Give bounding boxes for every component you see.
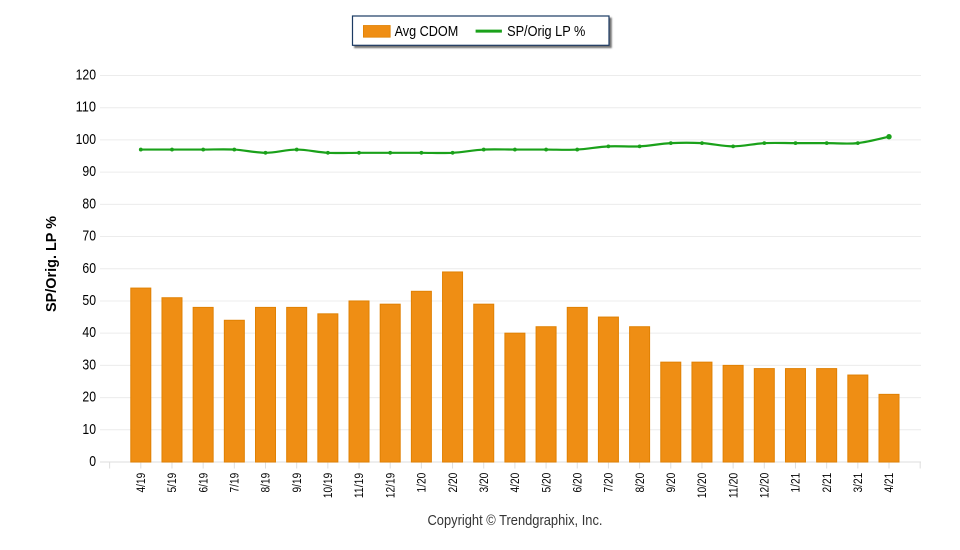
svg-text:10: 10 [82, 421, 96, 438]
svg-text:12/20: 12/20 [760, 473, 772, 498]
svg-text:11/19: 11/19 [354, 473, 366, 498]
svg-text:1/21: 1/21 [791, 473, 803, 493]
svg-text:12/19: 12/19 [385, 473, 397, 498]
svg-text:110: 110 [76, 99, 96, 116]
svg-text:70: 70 [82, 228, 96, 245]
svg-text:11/20: 11/20 [728, 473, 740, 498]
svg-text:Copyright © Trendgraphix, Inc.: Copyright © Trendgraphix, Inc. [428, 513, 603, 529]
svg-text:4/20: 4/20 [510, 473, 522, 493]
svg-text:6/20: 6/20 [572, 473, 584, 493]
svg-text:2/20: 2/20 [448, 473, 460, 493]
svg-text:10/20: 10/20 [697, 473, 709, 498]
svg-text:SP/Orig. LP %: SP/Orig. LP % [43, 216, 60, 312]
svg-text:7/20: 7/20 [604, 473, 616, 493]
svg-text:60: 60 [82, 260, 96, 277]
svg-text:5/20: 5/20 [541, 473, 553, 493]
svg-text:0: 0 [89, 453, 96, 470]
svg-text:3/21: 3/21 [853, 473, 865, 493]
svg-text:Avg CDOM: Avg CDOM [395, 24, 459, 40]
svg-text:6/19: 6/19 [198, 473, 210, 493]
svg-text:80: 80 [82, 195, 96, 212]
svg-text:100: 100 [76, 131, 96, 148]
svg-text:8/20: 8/20 [635, 473, 647, 493]
svg-text:2/21: 2/21 [822, 473, 834, 493]
svg-text:7/19: 7/19 [230, 473, 242, 493]
svg-text:20: 20 [82, 389, 96, 406]
svg-text:90: 90 [82, 163, 96, 180]
svg-text:50: 50 [82, 292, 96, 309]
svg-text:120: 120 [76, 67, 96, 84]
svg-text:1/20: 1/20 [417, 473, 429, 493]
svg-text:9/20: 9/20 [666, 473, 678, 493]
svg-text:40: 40 [82, 324, 96, 341]
svg-text:5/19: 5/19 [167, 473, 179, 493]
svg-text:4/19: 4/19 [136, 473, 148, 493]
svg-text:4/21: 4/21 [884, 473, 896, 493]
svg-text:SP/Orig LP %: SP/Orig LP % [507, 24, 585, 40]
svg-text:9/19: 9/19 [292, 473, 304, 493]
svg-text:8/19: 8/19 [261, 473, 273, 493]
svg-text:30: 30 [82, 356, 96, 373]
svg-text:10/19: 10/19 [323, 473, 335, 498]
svg-text:3/20: 3/20 [479, 473, 491, 493]
